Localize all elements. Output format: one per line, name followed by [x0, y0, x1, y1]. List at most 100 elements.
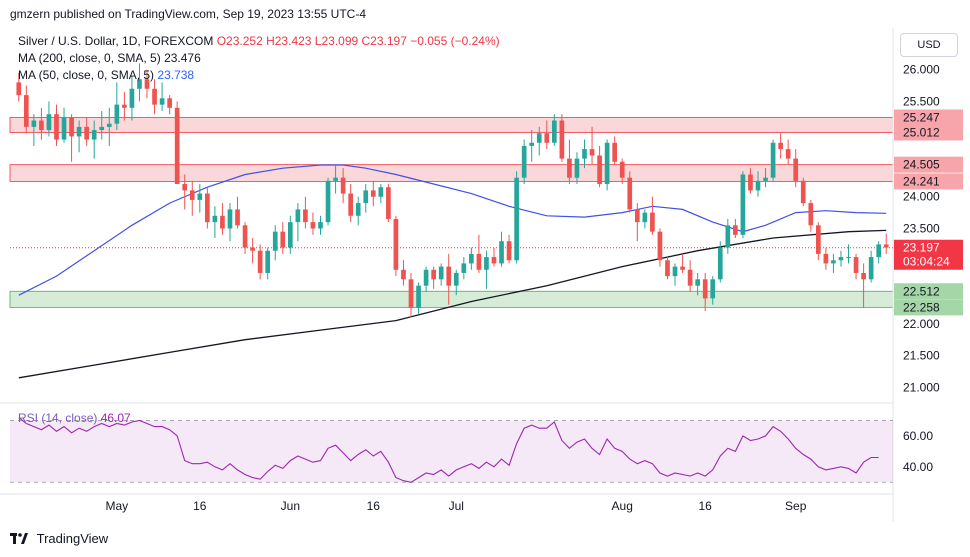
candle[interactable] — [650, 196, 655, 235]
candle[interactable] — [657, 228, 663, 267]
candle[interactable] — [84, 117, 89, 146]
candle[interactable] — [54, 104, 59, 146]
candle[interactable] — [499, 231, 504, 267]
candle[interactable] — [740, 171, 746, 239]
ma200-label[interactable]: MA (200, close, 0, SMA, 5) — [18, 51, 161, 65]
candle[interactable] — [378, 184, 384, 204]
candle[interactable] — [408, 272, 414, 318]
candle[interactable] — [514, 171, 519, 264]
candle[interactable] — [612, 136, 618, 165]
candle[interactable] — [785, 139, 791, 165]
candle[interactable] — [106, 107, 112, 146]
candle[interactable] — [680, 253, 685, 273]
candle[interactable] — [212, 206, 218, 239]
price-level-label[interactable]: 25.012 — [894, 124, 963, 141]
candle[interactable] — [672, 263, 678, 286]
candle[interactable] — [137, 63, 142, 102]
candle[interactable] — [265, 247, 271, 280]
candle[interactable] — [484, 250, 489, 289]
candle[interactable] — [567, 139, 572, 185]
candle[interactable] — [69, 114, 74, 162]
candle[interactable] — [876, 241, 882, 264]
candle[interactable] — [717, 241, 723, 283]
candle[interactable] — [174, 101, 180, 185]
currency-button[interactable]: USD — [900, 33, 958, 57]
candle[interactable] — [295, 203, 301, 242]
candle[interactable] — [287, 215, 293, 254]
candle[interactable] — [431, 266, 436, 289]
candle[interactable] — [23, 85, 29, 134]
candle[interactable] — [838, 250, 844, 267]
candle[interactable] — [220, 203, 225, 235]
candle[interactable] — [303, 196, 308, 229]
candle[interactable] — [808, 199, 814, 232]
candle[interactable] — [521, 139, 527, 185]
candle[interactable] — [159, 82, 165, 111]
candle[interactable] — [582, 139, 587, 169]
candle[interactable] — [642, 209, 648, 229]
candle[interactable] — [144, 69, 150, 99]
candle[interactable] — [363, 184, 369, 213]
candle[interactable] — [469, 247, 474, 270]
candle[interactable] — [793, 149, 799, 188]
candle[interactable] — [235, 196, 240, 229]
candle[interactable] — [39, 107, 44, 140]
candle[interactable] — [446, 253, 452, 305]
candle[interactable] — [122, 91, 127, 121]
candle[interactable] — [702, 272, 708, 312]
candle[interactable] — [182, 174, 188, 210]
candle[interactable] — [46, 101, 52, 137]
candle[interactable] — [687, 260, 693, 293]
candle[interactable] — [846, 244, 851, 264]
candle[interactable] — [348, 184, 354, 223]
price-level-label[interactable]: 24.505 — [894, 156, 963, 173]
candle[interactable] — [800, 177, 806, 207]
candle[interactable] — [506, 234, 512, 264]
candle[interactable] — [16, 72, 22, 102]
candle[interactable] — [763, 168, 768, 188]
price-level-label[interactable]: 25.247 — [894, 109, 963, 126]
candle[interactable] — [604, 139, 610, 191]
price-level-label[interactable]: 24.241 — [894, 173, 963, 190]
candle[interactable] — [393, 215, 399, 277]
candle[interactable] — [310, 212, 316, 235]
candle[interactable] — [476, 234, 482, 273]
candle[interactable] — [823, 247, 829, 270]
candle[interactable] — [755, 171, 761, 197]
candle[interactable] — [710, 276, 716, 305]
candle[interactable] — [831, 253, 836, 273]
candle[interactable] — [461, 257, 467, 280]
candle[interactable] — [114, 82, 120, 131]
ma50-label[interactable]: MA (50, close, 0, SMA, 5) — [18, 68, 155, 82]
candle[interactable] — [589, 126, 595, 165]
candle[interactable] — [31, 114, 37, 146]
candle[interactable] — [227, 203, 233, 242]
candle[interactable] — [665, 257, 670, 280]
candle[interactable] — [205, 187, 210, 229]
candle[interactable] — [386, 184, 391, 223]
candle[interactable] — [574, 152, 580, 185]
candle[interactable] — [416, 282, 421, 315]
candle[interactable] — [861, 263, 866, 308]
candle[interactable] — [597, 145, 602, 188]
candle[interactable] — [61, 107, 67, 143]
candle[interactable] — [242, 222, 248, 254]
candle[interactable] — [453, 269, 459, 296]
candle[interactable] — [544, 120, 550, 150]
candle[interactable] — [318, 215, 323, 235]
candle[interactable] — [438, 263, 444, 286]
candle[interactable] — [619, 158, 625, 185]
candle[interactable] — [76, 120, 82, 153]
candle[interactable] — [853, 253, 859, 280]
candle[interactable] — [634, 203, 640, 242]
candle[interactable] — [551, 114, 557, 146]
candle[interactable] — [250, 238, 255, 264]
candle[interactable] — [370, 180, 376, 207]
candle[interactable] — [129, 76, 135, 121]
price-level-label[interactable]: 22.512 — [894, 283, 963, 300]
candle[interactable] — [280, 222, 286, 254]
candle[interactable] — [355, 196, 361, 226]
candle[interactable] — [695, 272, 700, 296]
